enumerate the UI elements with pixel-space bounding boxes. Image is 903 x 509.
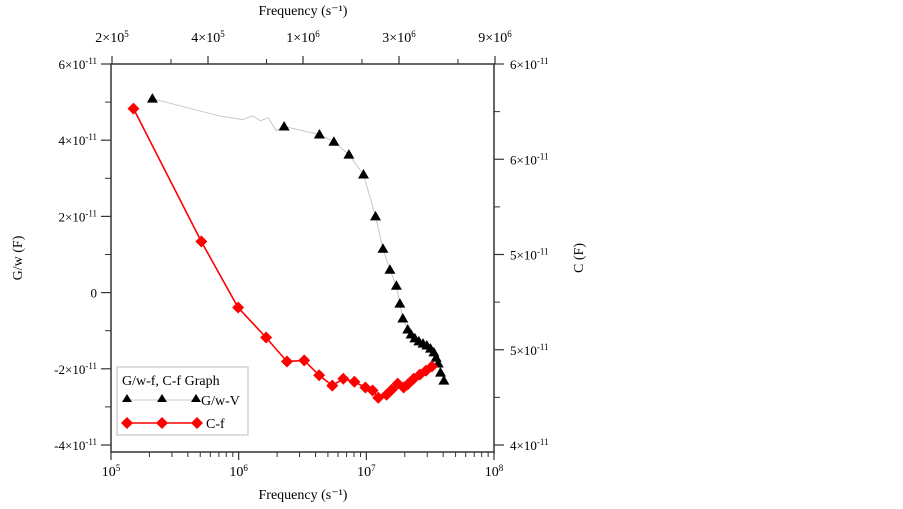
- x-bottom-tick-label: 105: [102, 463, 121, 480]
- data-point-triangle: [434, 367, 446, 377]
- x-bottom-tick-label: 106: [229, 463, 248, 480]
- x-axis-top-title: Frequency (s⁻¹): [259, 4, 348, 19]
- data-point-diamond: [127, 102, 140, 115]
- data-point-diamond: [260, 331, 273, 344]
- data-point-diamond: [326, 379, 339, 392]
- y-left-tick-label: 0: [91, 286, 98, 301]
- data-point-diamond: [298, 354, 311, 367]
- data-point-triangle: [343, 149, 355, 159]
- data-point-triangle: [438, 375, 450, 385]
- series-line-c-f: [132, 108, 433, 399]
- data-point-triangle: [390, 280, 402, 290]
- data-point-triangle: [328, 136, 340, 146]
- y-axis-left-title: G/w (F): [11, 235, 26, 280]
- legend-diamond-marker: [191, 417, 203, 429]
- x-bottom-tick-label: 108: [485, 463, 504, 480]
- legend-label-gw: G/w-V: [201, 394, 240, 409]
- data-point-diamond: [313, 369, 326, 382]
- data-point-diamond: [232, 301, 245, 314]
- data-point-diamond: [280, 355, 293, 368]
- y-left-tick-label: 2×10-11: [58, 208, 97, 224]
- y-left-tick-label: 4×10-11: [58, 132, 97, 148]
- data-point-diamond: [337, 372, 350, 385]
- series-line-g-w-v: [152, 98, 445, 381]
- x-top-tick-label: 4×105: [191, 29, 225, 46]
- axis-ticks: [101, 56, 504, 460]
- x-top-tick-label: 3×106: [382, 29, 416, 46]
- legend-title: G/w-f, C-f Graph: [122, 374, 220, 389]
- x-top-tick-label: 9×106: [478, 29, 512, 46]
- y-right-tick-label: 4×10-11: [510, 437, 549, 453]
- legend-entry-cf: C-f: [121, 417, 225, 432]
- data-point-triangle: [397, 313, 409, 323]
- x-bottom-tick-label: 107: [357, 463, 376, 480]
- data-point-triangle: [370, 210, 382, 221]
- x-axis-bottom-title: Frequency (s⁻¹): [259, 488, 348, 503]
- x-top-tick-label: 1×106: [286, 29, 320, 46]
- data-point-triangle: [146, 93, 158, 103]
- legend-diamond-marker: [156, 417, 168, 429]
- series-layer: [127, 93, 450, 404]
- y-right-tick-label: 5×10-11: [510, 342, 549, 358]
- data-point-diamond: [385, 383, 398, 396]
- y-right-tick-label: 5×10-11: [510, 247, 549, 263]
- y-right-tick-label: 6×10-11: [510, 56, 549, 72]
- data-point-triangle: [313, 128, 325, 139]
- legend-triangle-marker: [191, 394, 201, 402]
- y-axis-right-title: C (F): [572, 243, 587, 273]
- legend-triangle-marker: [157, 394, 167, 402]
- data-point-diamond: [195, 235, 208, 248]
- y-left-tick-label: -4×10-11: [54, 437, 97, 453]
- legend: G/w-f, C-f Graph G/w-V C-f: [116, 366, 249, 436]
- data-point-triangle: [357, 168, 369, 179]
- y-right-tick-label: 6×10-11: [510, 151, 549, 167]
- data-point-diamond: [425, 360, 438, 373]
- data-point-triangle: [384, 264, 396, 274]
- data-point-diamond: [366, 384, 379, 397]
- y-left-tick-label: -2×10-11: [54, 361, 97, 377]
- y-left-tick-label: 6×10-11: [58, 56, 97, 72]
- legend-diamond-marker: [121, 417, 133, 429]
- data-point-diamond: [348, 375, 361, 388]
- x-top-tick-label: 2×105: [95, 29, 129, 46]
- legend-label-cf: C-f: [206, 417, 225, 432]
- legend-triangle-marker: [122, 394, 132, 402]
- data-point-triangle: [377, 243, 389, 253]
- data-point-triangle: [278, 120, 290, 131]
- data-point-triangle: [394, 298, 406, 308]
- legend-entry-gw: G/w-V: [122, 394, 240, 409]
